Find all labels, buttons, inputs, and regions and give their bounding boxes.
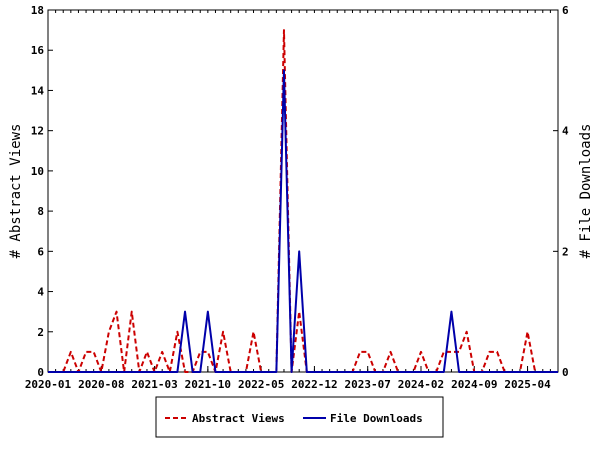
x-tick-label: 2023-07 xyxy=(345,378,391,391)
series-layer xyxy=(48,29,558,373)
left-tick-label: 16 xyxy=(31,44,45,57)
y-axis-label-right: # File Downloads xyxy=(578,124,594,259)
left-tick-label: 12 xyxy=(31,125,44,138)
x-tick-label: 2020-08 xyxy=(78,378,124,391)
left-axis-ticks: 0 2 4 6 8 10 12 14 16 18 xyxy=(31,4,53,379)
left-tick-label: 2 xyxy=(37,326,44,339)
left-tick-label: 4 xyxy=(37,286,44,299)
right-tick-label: 0 xyxy=(562,366,569,379)
x-tick-label: 2024-02 xyxy=(398,378,444,391)
legend: Abstract Views File Downloads xyxy=(155,396,444,438)
x-tick-label: 2022-12 xyxy=(291,378,337,391)
left-tick-label: 14 xyxy=(31,84,45,97)
legend-box xyxy=(155,396,444,438)
legend-label-file-downloads: File Downloads xyxy=(330,412,423,425)
x-tick-label: 2025-04 xyxy=(504,378,551,391)
right-tick-label: 4 xyxy=(562,125,569,138)
x-tick-label: 2024-09 xyxy=(451,378,497,391)
left-tick-label: 0 xyxy=(37,366,44,379)
right-tick-label: 2 xyxy=(562,245,569,258)
x-tick-label: 2021-10 xyxy=(185,378,231,391)
x-tick-label: 2021-03 xyxy=(131,378,177,391)
left-tick-label: 18 xyxy=(31,4,44,17)
legend-label-abstract-views: Abstract Views xyxy=(192,412,285,425)
y-axis-label-left: # Abstract Views xyxy=(8,124,24,259)
left-tick-label: 8 xyxy=(37,205,44,218)
right-tick-label: 6 xyxy=(562,4,569,17)
series-line-abstract-views xyxy=(48,29,558,373)
series-line-file-downloads xyxy=(48,69,558,373)
left-tick-label: 10 xyxy=(31,165,44,178)
left-tick-label: 6 xyxy=(37,245,44,258)
x-tick-label: 2022-05 xyxy=(238,378,284,391)
x-tick-label: 2020-01 xyxy=(25,378,72,391)
